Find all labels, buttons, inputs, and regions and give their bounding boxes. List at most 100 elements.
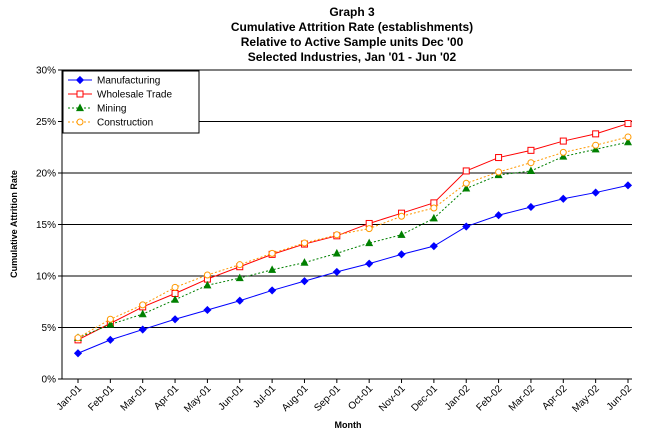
data-point-triangle	[203, 280, 212, 289]
legend-label: Construction	[97, 118, 153, 129]
legend: Manufacturing Wholesale Trade Mining Constr…	[62, 70, 200, 134]
x-tick-label: Mar-01	[119, 383, 149, 413]
x-tick-label: May-01	[182, 383, 214, 415]
data-point-circle	[76, 118, 84, 126]
x-tick-label: Oct-01	[346, 383, 375, 412]
data-point-square	[76, 90, 84, 98]
data-point-triangle	[300, 258, 309, 266]
data-point-circle	[139, 301, 147, 309]
legend-box	[62, 70, 200, 134]
x-tick-label: Jun-02	[605, 383, 635, 413]
series-line-mining	[77, 141, 629, 339]
y-axis-ticks: 0% 5% 10% 15% 20% 25% 30%	[36, 66, 62, 386]
data-point-circle	[592, 141, 600, 149]
data-point-diamond	[268, 286, 277, 295]
series-plot-area	[73, 120, 633, 358]
y-tick-label: 30%	[36, 66, 56, 77]
y-tick-label: 5%	[42, 323, 57, 334]
data-point-diamond	[494, 211, 503, 220]
x-tick-label: Apr-01	[152, 383, 181, 412]
data-point-diamond	[526, 202, 536, 212]
x-tick-label: Feb-02	[475, 383, 505, 413]
data-point-diamond	[138, 325, 147, 334]
x-tick-label: Dec-01	[409, 383, 440, 414]
legend-label: Mining	[97, 104, 126, 115]
data-point-diamond	[106, 335, 115, 344]
data-point-diamond	[300, 277, 309, 286]
x-tick-label: Apr-02	[540, 383, 569, 412]
data-point-triangle	[429, 213, 438, 222]
data-point-diamond	[462, 222, 471, 231]
data-point-diamond	[332, 267, 341, 276]
data-point-square	[495, 154, 503, 162]
x-tick-label: May-02	[570, 383, 602, 415]
data-point-circle	[624, 133, 632, 141]
data-point-triangle	[138, 309, 147, 318]
data-point-circle	[398, 212, 406, 220]
data-point-triangle	[397, 230, 406, 238]
data-point-circle	[495, 168, 503, 176]
x-axis-label: Month	[335, 420, 362, 430]
y-tick-label: 0%	[42, 375, 57, 386]
data-point-diamond	[203, 305, 212, 315]
data-point-circle	[527, 159, 535, 167]
data-point-diamond	[235, 296, 244, 305]
legend-item-wholesale-trade: Wholesale Trade	[68, 90, 172, 101]
series-mining	[74, 137, 632, 341]
y-axis-label: Cumulative Attrition Rate	[9, 170, 19, 278]
x-tick-label: Aug-01	[280, 383, 311, 414]
legend-item-construction: Construction	[68, 118, 153, 129]
y-tick-label: 15%	[36, 220, 56, 231]
x-tick-label: Jan-01	[55, 383, 85, 413]
data-point-diamond	[170, 315, 180, 324]
data-point-circle	[300, 239, 308, 247]
data-point-circle	[462, 179, 470, 187]
chart-title-line-2: Cumulative Attrition Rate (establishment…	[231, 20, 473, 34]
y-tick-label: 25%	[36, 117, 56, 128]
chart-title-line-3: Relative to Active Sample units Dec '00	[241, 35, 464, 49]
data-point-square	[527, 146, 535, 154]
chart-title: Graph 3 Cumulative Attrition Rate (estab…	[231, 5, 473, 64]
data-point-circle	[106, 315, 114, 323]
data-point-triangle	[624, 137, 632, 146]
data-point-diamond	[429, 242, 438, 251]
chart-title-line-1: Graph 3	[329, 5, 375, 19]
series-construction	[74, 133, 632, 342]
data-point-triangle	[332, 248, 341, 257]
data-point-circle	[430, 204, 438, 212]
x-tick-label: Jun-01	[216, 383, 246, 413]
data-point-circle	[365, 225, 373, 233]
data-point-triangle	[235, 273, 244, 282]
data-point-square	[559, 137, 567, 145]
legend-label: Wholesale Trade	[97, 90, 172, 101]
data-point-triangle	[106, 319, 115, 328]
data-point-diamond	[397, 250, 406, 259]
x-axis-ticks: Jan-01 Feb-01 Mar-01 Apr-01 May-01 Jun-01 Jul-…	[55, 379, 635, 415]
x-tick-label: Sep-01	[312, 383, 343, 414]
data-point-circle	[268, 249, 276, 257]
data-point-triangle	[171, 295, 180, 303]
x-tick-label: Jul-01	[251, 383, 278, 410]
data-point-diamond	[591, 188, 600, 197]
data-point-square	[592, 130, 600, 138]
y-tick-label: 10%	[36, 272, 56, 283]
data-point-diamond	[75, 75, 85, 85]
chart-title-line-4: Selected Industries, Jan '01 - Jun '02	[248, 50, 457, 64]
legend-label: Manufacturing	[97, 76, 160, 87]
data-point-circle	[171, 283, 179, 291]
data-point-triangle	[526, 166, 535, 175]
data-point-triangle	[268, 265, 277, 273]
y-tick-label: 20%	[36, 169, 56, 180]
data-point-triangle	[462, 184, 471, 192]
x-tick-label: Jan-02	[443, 383, 473, 413]
series-line-manufacturing	[77, 184, 629, 354]
x-tick-label: Mar-02	[507, 383, 537, 413]
x-tick-label: Nov-01	[377, 383, 408, 414]
data-point-diamond	[73, 349, 83, 358]
data-point-square	[624, 120, 632, 128]
data-point-triangle	[591, 144, 600, 153]
data-point-triangle	[559, 152, 568, 160]
series-line-wholesale-trade	[77, 123, 629, 341]
